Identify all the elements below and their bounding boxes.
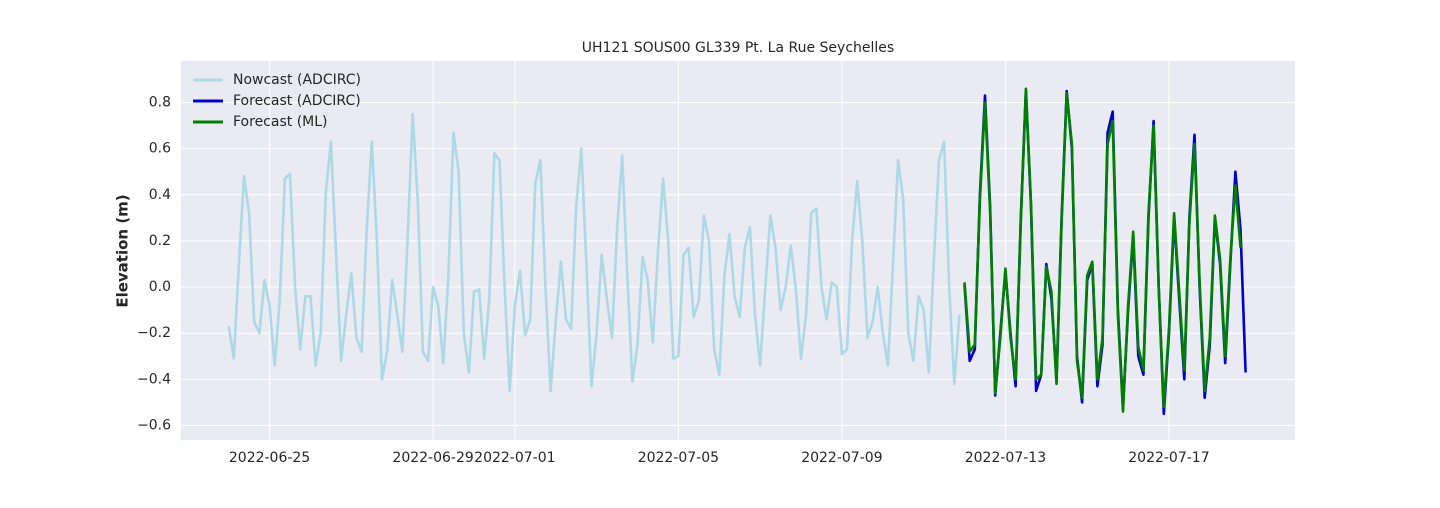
y-tick-label: −0.2 bbox=[137, 325, 171, 341]
x-tick-label: 2022-07-17 bbox=[1128, 450, 1209, 466]
y-axis-label: Elevation (m) bbox=[114, 194, 132, 307]
x-tick-label: 2022-06-25 bbox=[229, 450, 310, 466]
legend-label: Nowcast (ADCIRC) bbox=[233, 72, 361, 88]
legend-label: Forecast (ML) bbox=[233, 114, 328, 130]
y-tick-label: 0.6 bbox=[149, 141, 171, 157]
x-tick-label: 2022-07-01 bbox=[474, 450, 555, 466]
y-tick-label: −0.4 bbox=[137, 371, 171, 387]
x-tick-label: 2022-07-13 bbox=[965, 450, 1046, 466]
labels: −0.6 −0.4 −0.2 0.0 0.2 0.4 0.6 0.8 2022-06-25 202… bbox=[137, 95, 1210, 466]
x-tick-label: 2022-07-09 bbox=[801, 450, 882, 466]
lines bbox=[227, 87, 1247, 416]
y-tick-label: 0.0 bbox=[149, 279, 171, 295]
x-tick-label: 2022-07-05 bbox=[638, 450, 719, 466]
y-tick-label: 0.2 bbox=[149, 233, 171, 249]
plot-area bbox=[181, 61, 1295, 440]
x-tick-label: 2022-06-29 bbox=[392, 450, 473, 466]
grid bbox=[181, 61, 1295, 440]
chart-title: UH121 SOUS00 GL339 Pt. La Rue Seychelles bbox=[582, 40, 894, 56]
y-tick-label: 0.4 bbox=[149, 187, 171, 203]
y-tick-label: 0.8 bbox=[149, 95, 171, 111]
series-line bbox=[227, 112, 961, 393]
legend-label: Forecast (ADCIRC) bbox=[233, 93, 361, 109]
series-line bbox=[963, 87, 1242, 413]
legend: Nowcast (ADCIRC) Forecast (ADCIRC) Forecas… bbox=[193, 72, 361, 130]
y-tick-label: −0.6 bbox=[137, 417, 171, 433]
